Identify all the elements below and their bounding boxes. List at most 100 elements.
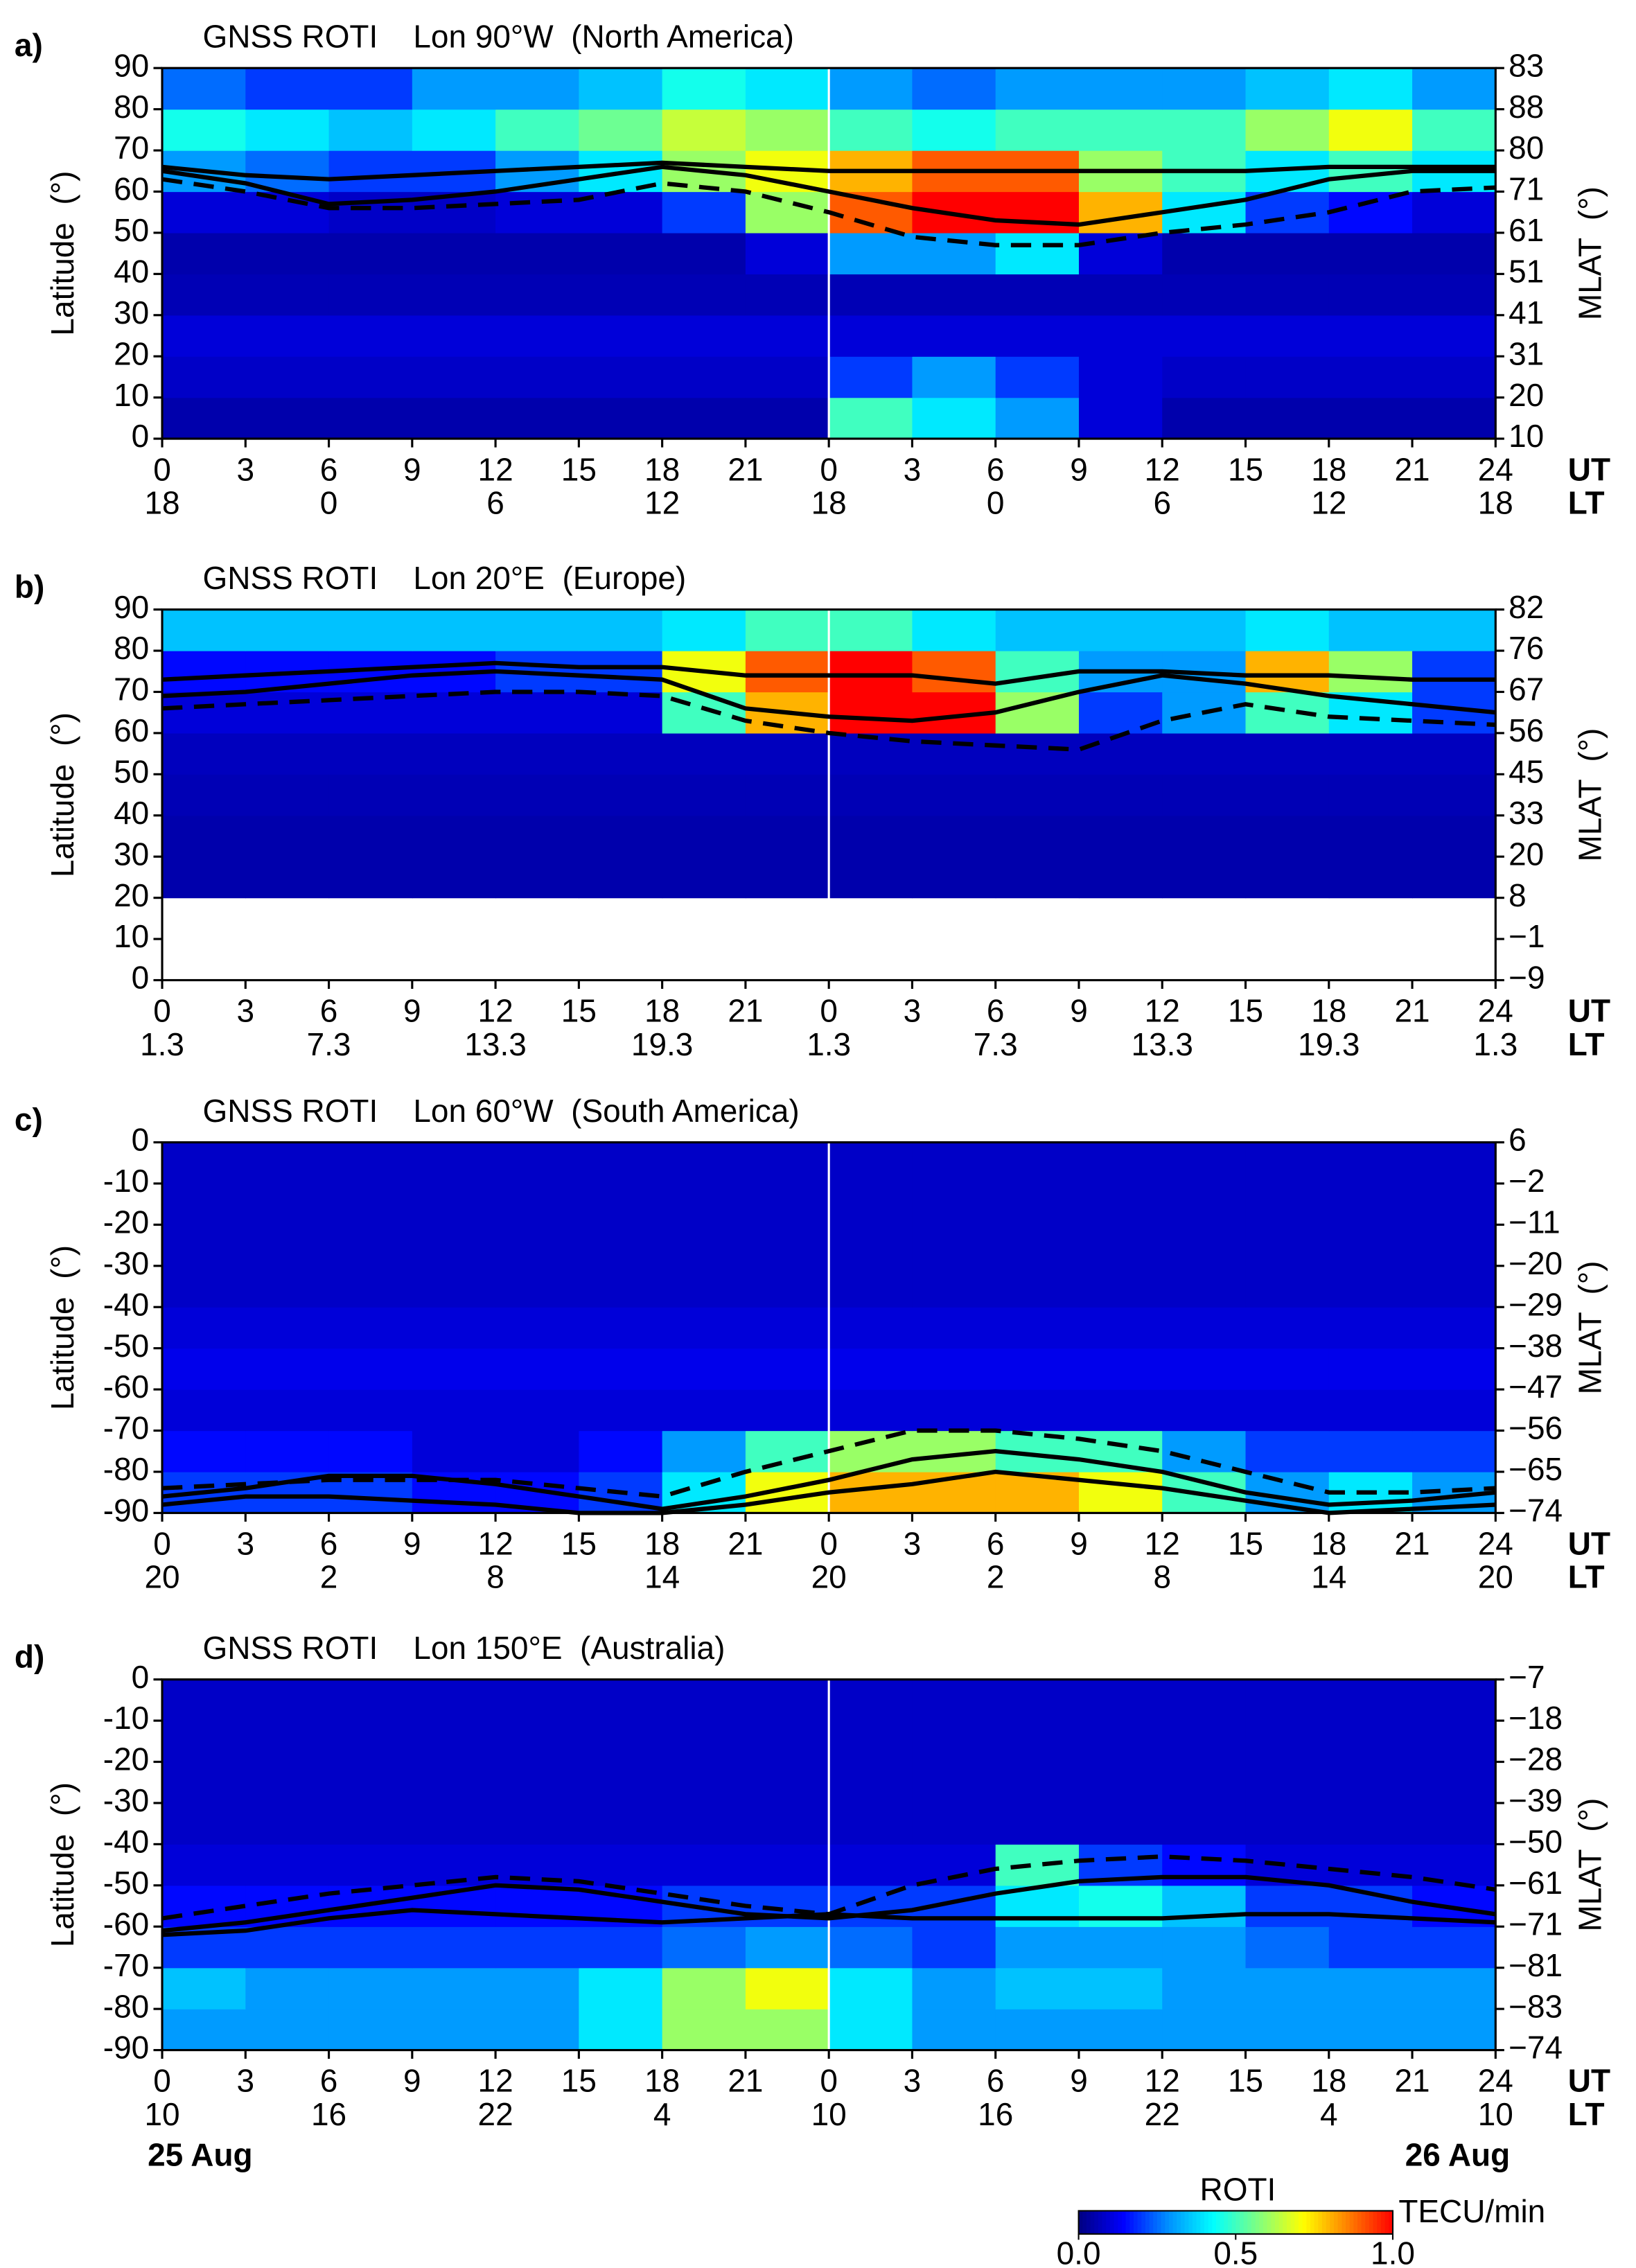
x-tick-label: 3 xyxy=(237,451,255,487)
heatmap-cell xyxy=(662,1183,746,1226)
heatmap-cell xyxy=(412,815,496,857)
heatmap-cell xyxy=(1245,68,1330,110)
heatmap-cell xyxy=(579,1142,663,1184)
heatmap-cell xyxy=(912,109,996,151)
heatmap-cell xyxy=(829,1802,913,1845)
heatmap-cell xyxy=(1412,1926,1496,1969)
heatmap-cell xyxy=(162,692,246,734)
lt-tick-label: 4 xyxy=(653,2096,671,2132)
heatmap-cell xyxy=(1162,1761,1247,1804)
lt-tick-label: 2 xyxy=(320,1559,338,1595)
heatmap-cell xyxy=(1328,1142,1413,1184)
heatmap-cell xyxy=(412,397,496,439)
heatmap-cell xyxy=(745,815,829,857)
heatmap-cell xyxy=(1328,1430,1413,1473)
heatmap-cell xyxy=(995,609,1080,651)
heatmap-cell xyxy=(1245,1142,1330,1184)
heatmap-cell xyxy=(162,651,246,693)
x-tick-label: 6 xyxy=(320,1526,338,1562)
heatmap-cell xyxy=(745,397,829,439)
y2-tick-label: 8 xyxy=(1509,877,1527,913)
lt-tick-label: 13.3 xyxy=(1132,1026,1193,1062)
heatmap-cell xyxy=(328,1802,413,1845)
panel-title: GNSS ROTI Lon 90°W (North America) xyxy=(203,19,794,55)
heatmap-cell xyxy=(1078,356,1163,398)
heatmap-cell xyxy=(579,1307,663,1349)
heatmap-cell xyxy=(412,774,496,816)
heatmap-cell xyxy=(1162,1142,1247,1184)
heatmap-cell xyxy=(829,274,913,316)
panel-title: GNSS ROTI Lon 20°E (Europe) xyxy=(203,560,687,596)
heatmap-cell xyxy=(328,1430,413,1473)
y2-tick-label: −83 xyxy=(1509,1988,1563,2024)
lt-tick-label: 14 xyxy=(1311,1559,1346,1595)
colorbar-swatch xyxy=(1259,2210,1264,2234)
heatmap-cell xyxy=(245,1224,330,1267)
heatmap-cell xyxy=(745,609,829,651)
heatmap-cell xyxy=(1078,1348,1163,1390)
colorbar-swatch xyxy=(1114,2210,1119,2234)
heatmap-cell xyxy=(1245,356,1330,398)
x-tick-label: 6 xyxy=(320,993,338,1029)
x-tick-label: 0 xyxy=(153,451,171,487)
heatmap-cell xyxy=(328,68,413,110)
colorbar-swatch xyxy=(1145,2210,1150,2234)
heatmap-cell xyxy=(579,1926,663,1969)
heatmap-cell xyxy=(579,1967,663,2010)
heatmap-cell xyxy=(245,356,330,398)
x-tick-label: 3 xyxy=(237,993,255,1029)
y2-tick-label: 83 xyxy=(1509,47,1544,83)
heatmap-cell xyxy=(1245,1967,1330,2010)
colorbar-swatch xyxy=(1306,2210,1311,2234)
y2-tick-label: 80 xyxy=(1509,130,1544,166)
colorbar-swatch xyxy=(1333,2210,1339,2234)
x-tick-label: 15 xyxy=(1228,2063,1263,2099)
heatmap-cell xyxy=(162,315,246,357)
heatmap-cell xyxy=(662,1224,746,1267)
colorbar-swatch xyxy=(1365,2210,1370,2234)
heatmap-cell xyxy=(745,109,829,151)
heatmap-cell xyxy=(1328,1265,1413,1308)
x-tick-label: 12 xyxy=(1145,451,1180,487)
x-tick-label: 0 xyxy=(153,993,171,1029)
lt-tick-label: 18 xyxy=(144,484,179,520)
heatmap-cell xyxy=(245,609,330,651)
heatmap-cell xyxy=(662,856,746,899)
heatmap-cell xyxy=(162,609,246,651)
heatmap-cell xyxy=(162,1802,246,1845)
heatmap-cell xyxy=(1078,856,1163,899)
x-tick-label: 21 xyxy=(728,993,763,1029)
heatmap-cell xyxy=(162,109,246,151)
heatmap-cell xyxy=(995,356,1080,398)
heatmap-cell xyxy=(328,2009,413,2051)
x-tick-label: 9 xyxy=(403,451,421,487)
heatmap-cell xyxy=(1245,2009,1330,2051)
heatmap-cell xyxy=(1328,774,1413,816)
heatmap-cell xyxy=(1412,109,1496,151)
heatmap-cell xyxy=(579,732,663,775)
heatmap-cell xyxy=(328,774,413,816)
heatmap-cell xyxy=(579,397,663,439)
heatmap-cell xyxy=(162,1307,246,1349)
heatmap-cell xyxy=(495,774,579,816)
heatmap-cell xyxy=(995,1802,1080,1845)
heatmap-cell xyxy=(579,1224,663,1267)
boundary-line xyxy=(161,177,1496,247)
heatmap-cell xyxy=(1245,274,1330,316)
lt-tick-label: 20 xyxy=(144,1559,179,1595)
heatmap-cell xyxy=(245,1721,330,1763)
heatmap-cell xyxy=(1245,1265,1330,1308)
heatmap-cell xyxy=(1162,1307,1247,1349)
x-tick-label: 9 xyxy=(1070,451,1088,487)
heatmap-cell xyxy=(1162,1348,1247,1390)
heatmap-cell xyxy=(328,609,413,651)
y-tick-label: 90 xyxy=(114,47,149,83)
x-tick-label: 12 xyxy=(1145,2063,1180,2099)
heatmap-cell xyxy=(579,1348,663,1390)
x-tick-label: 12 xyxy=(1145,993,1180,1029)
colorbar-swatch xyxy=(1129,2210,1134,2234)
colorbar-swatch xyxy=(1278,2210,1284,2234)
heatmap-cell xyxy=(745,1183,829,1226)
heatmap-cell xyxy=(245,397,330,439)
colorbar-swatch xyxy=(1168,2210,1174,2234)
